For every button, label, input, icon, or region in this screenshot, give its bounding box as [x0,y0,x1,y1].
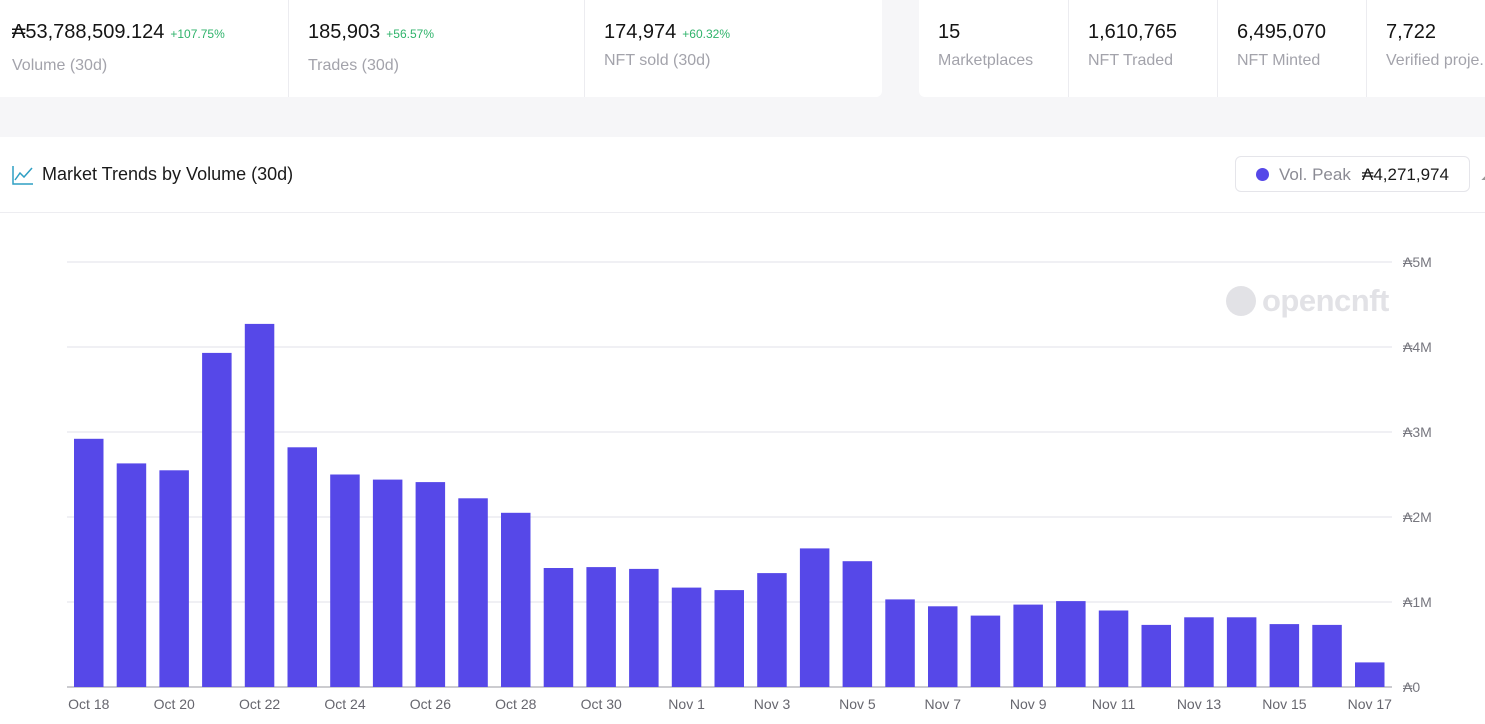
x-tick-label: Nov 3 [754,696,791,712]
bar-nov-5[interactable] [842,561,873,687]
bar-nov-17[interactable] [1355,662,1385,687]
bar-oct-20[interactable] [159,470,189,688]
chart-title: Market Trends by Volume (30d) [42,164,294,184]
stat-trades-value: 185,903 +56.57% [308,21,435,43]
bar-nov-7[interactable] [928,606,958,688]
y-tick-label: ₳3M [1403,424,1432,440]
x-tick-label: Nov 15 [1262,696,1307,712]
stat-nft-minted[interactable]: 6,495,070 NFT Minted [1218,0,1367,97]
bar-oct-18[interactable] [74,438,104,687]
stat-marketplaces-value: 15 [938,21,961,43]
bar-nov-1[interactable] [671,587,702,687]
bar-oct-24[interactable] [330,474,360,688]
bar-oct-23[interactable] [287,447,318,687]
bar-oct-22[interactable] [244,323,275,687]
stats-panel-secondary: 15 Marketplaces 1,610,765 NFT Traded 6,4… [919,0,1485,97]
volume-peak-legend[interactable]: Vol. Peak ₳4,271,974 [1235,156,1470,192]
legend-dot-icon [1256,168,1269,181]
stat-nft-sold-change: +60.32% [682,27,731,41]
x-tick-label: Oct 24 [324,696,365,712]
bar-nov-4[interactable] [799,548,830,687]
x-tick-label: Oct 26 [410,696,451,712]
volume-peak-value: ₳4,271,974 [1362,165,1449,184]
stat-nft-minted-value: 6,495,070 [1237,21,1326,43]
stats-panel-primary: ₳53,788,509.124 +107.75% Volume (30d) 185… [0,0,882,97]
stat-volume-label: Volume (30d) [12,57,108,74]
stat-marketplaces-label: Marketplaces [938,52,1034,69]
x-tick-label: Nov 9 [1010,696,1047,712]
stat-nft-minted-label: NFT Minted [1237,52,1321,69]
x-tick-label: Nov 11 [1092,696,1136,712]
stat-volume[interactable]: ₳53,788,509.124 +107.75% Volume (30d) [0,0,289,97]
x-tick-label: Nov 13 [1177,696,1222,712]
bar-nov-12[interactable] [1141,624,1172,687]
x-tick-label: Nov 5 [839,696,876,712]
bar-nov-11[interactable] [1098,610,1129,688]
x-tick-label: Oct 28 [495,696,536,712]
stat-verified-projects[interactable]: 7,722 Verified proje... [1367,0,1485,97]
y-tick-label: ₳0 [1403,679,1420,695]
bar-oct-31[interactable] [629,568,659,687]
x-tick-label: Oct 18 [68,696,109,712]
bar-nov-9[interactable] [1013,604,1043,687]
bar-nov-10[interactable] [1056,601,1086,687]
x-tick-label: Oct 20 [154,696,195,712]
x-tick-label: Oct 30 [581,696,622,712]
bar-oct-29[interactable] [543,568,574,687]
bar-oct-19[interactable] [116,463,147,687]
y-tick-label: ₳5M [1403,254,1432,270]
x-tick-label: Nov 7 [925,696,962,712]
bar-nov-3[interactable] [757,573,787,687]
opencnft-watermark: opencnft [1226,283,1389,318]
x-tick-label: Nov 17 [1348,696,1393,712]
stat-trades-label: Trades (30d) [308,57,399,74]
volume-peak-label: Vol. Peak [1279,165,1351,184]
stat-nft-sold[interactable]: 174,974 +60.32% NFT sold (30d) [585,0,882,97]
stat-nft-traded-label: NFT Traded [1088,52,1174,69]
volume-bar-chart: ₳0 ₳1M ₳2M ₳3M ₳4M ₳5M Oct 18 Oct 20 Oct 22 Oct 2… [67,254,1432,712]
bar-nov-8[interactable] [970,615,1001,687]
stat-nft-traded[interactable]: 1,610,765 NFT Traded [1069,0,1218,97]
bar-oct-27[interactable] [458,498,488,687]
x-tick-label: Nov 1 [668,696,705,712]
bar-oct-25[interactable] [372,479,403,687]
bar-oct-21[interactable] [202,352,232,687]
stat-nft-traded-value: 1,610,765 [1088,21,1177,43]
bar-nov-2[interactable] [714,590,745,687]
stat-verified-projects-value: 7,722 [1386,21,1437,43]
stat-volume-value: ₳53,788,509.124 +107.75% [12,21,225,43]
trend-line-icon [12,166,33,185]
bar-oct-30[interactable] [586,567,616,687]
bar-nov-16[interactable] [1312,624,1342,687]
stat-marketplaces[interactable]: 15 Marketplaces [919,0,1069,97]
x-tick-label: Oct 22 [239,696,280,712]
opencnft-logo-icon [1226,286,1256,316]
stat-verified-projects-label: Verified proje... [1386,52,1485,69]
stat-trades[interactable]: 185,903 +56.57% Trades (30d) [289,0,585,97]
stat-nft-sold-label: NFT sold (30d) [604,52,711,69]
bar-oct-26[interactable] [415,482,446,687]
stat-nft-sold-value: 174,974 +60.32% [604,21,731,43]
stat-volume-change: +107.75% [170,27,225,41]
watermark-text: opencnft [1262,283,1389,318]
bar-nov-13[interactable] [1184,617,1214,687]
y-tick-label: ₳2M [1403,509,1432,525]
bar-nov-14[interactable] [1226,617,1257,687]
bar-nov-6[interactable] [885,599,915,687]
stat-trades-change: +56.57% [386,27,435,41]
y-tick-label: ₳4M [1403,339,1432,355]
expand-chevron-icon[interactable]: ◢ [1478,173,1485,180]
bar-oct-28[interactable] [501,512,531,688]
bar-nov-15[interactable] [1269,624,1300,687]
y-tick-label: ₳1M [1403,594,1432,610]
